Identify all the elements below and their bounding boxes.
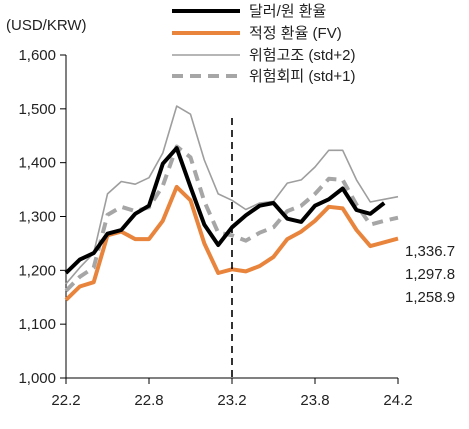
legend-label-0: 달러/원 환율 bbox=[249, 3, 326, 20]
end-labels: 1,336.7 1,297.8 1,258.9 bbox=[405, 243, 455, 306]
y-tick-label: 1,300 bbox=[18, 209, 56, 226]
y-tick-label: 1,200 bbox=[18, 262, 56, 279]
series-line-3 bbox=[64, 144, 399, 293]
y-unit-label: (USD/KRW) bbox=[6, 17, 87, 34]
end-value-label: 1,297.8 bbox=[405, 266, 455, 283]
y-tick-label: 1,500 bbox=[18, 101, 56, 118]
x-tick-label: 22.8 bbox=[134, 392, 163, 409]
end-value-label: 1,336.7 bbox=[405, 243, 455, 260]
x-tick-label: 22.2 bbox=[51, 392, 80, 409]
series-layer bbox=[64, 105, 399, 302]
y-tick-label: 1,100 bbox=[18, 316, 56, 333]
series-line-2 bbox=[65, 105, 399, 285]
axes: 1,000 1,100 1,200 1,300 1,400 1,500 1,600 22.2 2… bbox=[18, 47, 412, 409]
x-tick-label: 23.2 bbox=[217, 392, 246, 409]
end-value-label: 1,258.9 bbox=[405, 289, 455, 306]
y-tick-label: 1,600 bbox=[18, 47, 56, 64]
x-tick-label: 24.2 bbox=[383, 392, 412, 409]
y-tick-label: 1,000 bbox=[18, 370, 56, 387]
series-line-0 bbox=[64, 146, 386, 275]
legend-label-2: 위험고조 (std+2) bbox=[249, 47, 355, 64]
legend-label-3: 위험회피 (std+1) bbox=[249, 68, 355, 85]
legend-label-1: 적정 환율 (FV) bbox=[249, 25, 342, 42]
y-tick-label: 1,400 bbox=[18, 155, 56, 172]
x-tick-label: 23.8 bbox=[300, 392, 329, 409]
